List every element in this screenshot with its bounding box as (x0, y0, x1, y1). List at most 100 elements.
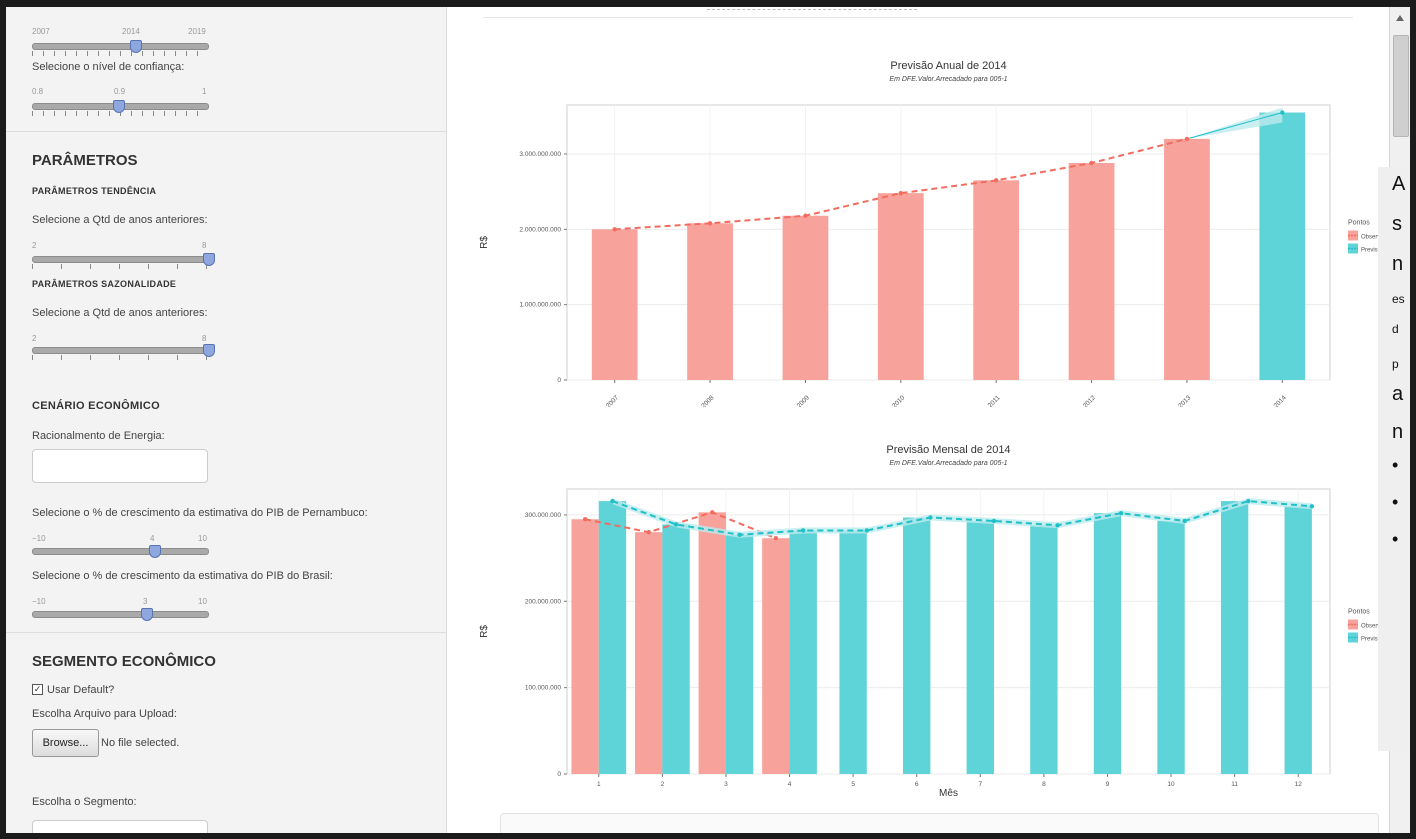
point-previsto (673, 522, 679, 527)
x-tick-label: 2009 (796, 394, 811, 407)
energy-input[interactable] (32, 449, 208, 483)
bar-observado (591, 229, 638, 380)
bar-previsto (789, 530, 817, 774)
x-tick-label: 5 (851, 781, 855, 788)
x-tick-label: 2010 (891, 394, 906, 407)
pib-br-slider-handle[interactable] (141, 608, 153, 621)
segment-select-label: Escolha o Segmento: (32, 796, 137, 808)
legend-entry: Previsto (1361, 248, 1383, 254)
point-previsto (991, 518, 997, 524)
callout-bullet: • (1392, 455, 1399, 475)
chart-title: Previsão Anual de 2014 (890, 60, 1006, 72)
bar-previsto (598, 501, 627, 774)
trend-heading: PARÂMETROS TENDÊNCIA (32, 186, 157, 196)
confidence-slider-max: 1 (202, 87, 207, 96)
season-slider-min: 2 (32, 334, 37, 343)
section-divider (6, 131, 446, 132)
bar-previsto (1157, 520, 1185, 774)
point-observado (993, 178, 999, 183)
scrollbar-thumb[interactable] (1393, 35, 1409, 137)
annual-forecast-chart: Previsão Anual de 2014 Em DFE.Valor.Arrec… (479, 60, 1385, 407)
plot-panel (566, 488, 1331, 775)
confidence-slider-ticks (32, 111, 208, 116)
default-checkbox-label: Usar Default? (47, 684, 115, 696)
y-tick-label: 200.000.000 (525, 598, 562, 605)
pib-br-slider-track[interactable] (32, 611, 209, 618)
point-observado (1089, 160, 1094, 166)
point-observado (612, 227, 617, 232)
x-tick-label: 12 (1295, 781, 1303, 788)
callout-line: n (1392, 253, 1404, 275)
bar-observado (782, 215, 829, 380)
bar-observado (635, 532, 663, 774)
top-output-bar (707, 9, 917, 16)
x-tick-label: 9 (1106, 781, 1110, 788)
bar-previsto (1284, 506, 1312, 774)
main-panel: Previsão Anual de 2014 Em DFE.Valor.Arrec… (447, 7, 1387, 833)
pib-pe-slider-track[interactable] (32, 548, 209, 555)
trend-slider-handle[interactable] (203, 253, 215, 266)
y-tick-label: 0 (557, 377, 561, 384)
bar-previsto (966, 520, 994, 774)
y-tick-label: 300.000.000 (525, 512, 562, 519)
callout-line: s (1392, 213, 1402, 235)
x-tick-label: 2 (661, 781, 665, 788)
pib-pe-slider-handle[interactable] (149, 545, 161, 558)
x-tick-label: 1 (597, 781, 601, 788)
callout-line: p (1392, 357, 1399, 371)
browse-button[interactable]: Browse... (32, 729, 99, 757)
segment-select[interactable] (32, 820, 208, 833)
bar-observado (698, 512, 726, 774)
chart-subtitle: Em DFE.Valor.Arrecadado para 005-1 (889, 460, 1007, 467)
default-checkbox[interactable]: ✓ (32, 684, 43, 695)
season-slider-handle[interactable] (203, 344, 215, 357)
season-slider-ticks (32, 355, 208, 360)
upload-label: Escolha Arquivo para Upload: (32, 708, 177, 720)
confidence-slider-value: 0.9 (114, 87, 126, 96)
top-output-panel (483, 7, 1353, 18)
bar-previsto (1030, 525, 1058, 774)
pib-br-slider-max: 10 (198, 597, 207, 606)
x-tick-label: 2013 (1177, 394, 1192, 407)
x-tick-label: 10 (1167, 781, 1175, 788)
callout-line: A (1392, 173, 1406, 195)
point-previsto (1280, 110, 1285, 115)
legend-entry: Observado (1361, 235, 1385, 241)
x-tick-label: 2012 (1082, 394, 1097, 407)
point-previsto (1182, 518, 1187, 524)
bar-previsto (1093, 513, 1122, 774)
callout-bullet: • (1392, 529, 1399, 549)
no-file-label: No file selected. (101, 737, 180, 749)
point-previsto (737, 532, 742, 537)
point-previsto (928, 515, 933, 520)
point-previsto (801, 528, 806, 533)
point-observado (898, 190, 904, 196)
callout-line: a (1392, 383, 1404, 405)
season-slider-track[interactable] (32, 347, 209, 354)
x-tick-label: 2007 (605, 394, 620, 407)
bar-observado (877, 193, 924, 380)
x-tick-label: 2011 (987, 394, 1002, 407)
point-observado (773, 536, 779, 541)
confidence-slider-handle[interactable] (113, 100, 125, 113)
year-slider-handle[interactable] (130, 40, 142, 53)
trend-slider-min: 2 (32, 241, 37, 250)
legend-title: Pontos (1348, 220, 1370, 227)
point-previsto (1055, 523, 1060, 528)
trend-slider-track[interactable] (32, 256, 209, 263)
legend-entry: Previsto (1361, 637, 1383, 643)
app-frame: 2007 2014 2019 Selecione o nível de conf… (6, 7, 1410, 833)
point-previsto (1118, 510, 1124, 516)
callout-line: n (1392, 421, 1404, 443)
sidebar-panel: 2007 2014 2019 Selecione o nível de conf… (6, 7, 447, 833)
point-observado (646, 529, 651, 535)
bar-observado (687, 223, 733, 380)
section-divider (6, 632, 446, 633)
monthly-forecast-chart: Previsão Mensal de 2014 Em DFE.Valor.Arre… (479, 444, 1385, 799)
scroll-up-icon[interactable] (1396, 15, 1404, 21)
params-heading: PARÂMETROS (32, 152, 138, 169)
bar-previsto (662, 524, 690, 774)
year-slider-track[interactable] (32, 43, 209, 50)
trend-label: Selecione a Qtd de anos anteriores: (32, 214, 208, 226)
x-tick-label: 11 (1231, 781, 1238, 788)
